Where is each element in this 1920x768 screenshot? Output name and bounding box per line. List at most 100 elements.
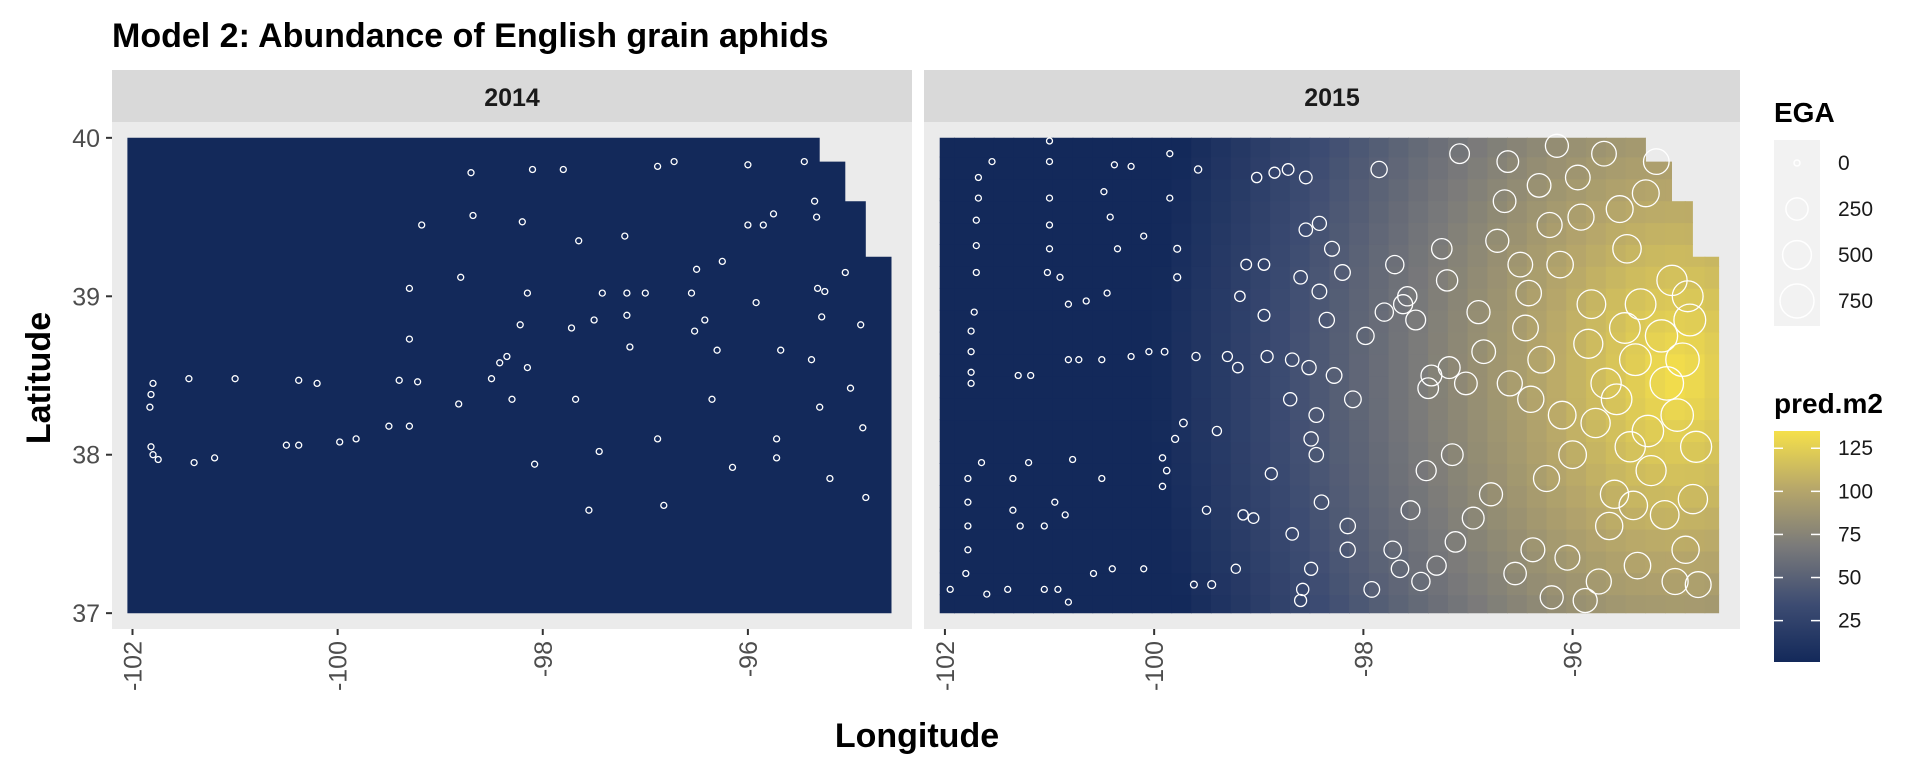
surface-tile — [1467, 222, 1489, 245]
surface-tile — [1072, 309, 1094, 333]
sample-point — [352, 435, 360, 443]
surface-tile — [1665, 222, 1686, 245]
surface-tile — [1131, 375, 1153, 399]
surface-tile — [1013, 441, 1034, 464]
sample-point — [1285, 527, 1300, 541]
surface-tile — [974, 200, 995, 224]
surface-tile — [1072, 156, 1094, 180]
sample-point — [1544, 133, 1570, 158]
sample-point — [523, 363, 532, 372]
surface-tile — [1507, 266, 1528, 289]
surface-tile — [1388, 397, 1410, 421]
sample-point — [1449, 143, 1471, 165]
color-bar-label: 100 — [1838, 480, 1873, 503]
surface-tile — [1151, 309, 1173, 333]
surface-tile — [1112, 156, 1133, 180]
sample-point — [623, 311, 631, 319]
surface-tile — [1645, 550, 1666, 574]
surface-tile — [1052, 528, 1074, 552]
sample-point — [1127, 162, 1135, 171]
sample-point — [660, 501, 668, 510]
surface-tile — [1447, 375, 1469, 399]
surface-tile — [1270, 156, 1291, 180]
surface-tile — [1191, 550, 1212, 574]
surface-tile — [1230, 463, 1252, 486]
surface-tile — [1072, 137, 1094, 158]
sample-point — [147, 443, 155, 451]
sample-point — [623, 289, 631, 297]
surface-tile — [993, 287, 1015, 311]
surface-tile — [1704, 266, 1720, 289]
surface-tile — [1250, 441, 1271, 464]
surface-tile — [1467, 287, 1489, 311]
surface-tile — [1052, 375, 1074, 399]
sample-point — [1040, 585, 1048, 594]
surface-tile — [1546, 156, 1568, 180]
surface-tile — [1309, 375, 1331, 399]
surface-tile — [1072, 550, 1094, 574]
sample-point — [1234, 290, 1246, 303]
surface-tile — [1507, 156, 1528, 180]
surface-tile — [1329, 572, 1350, 596]
sample-point — [807, 356, 816, 364]
surface-tile — [1605, 156, 1627, 180]
sample-point — [1106, 213, 1114, 221]
surface-tile — [993, 331, 1015, 355]
surface-tile — [1526, 594, 1548, 614]
surface-tile — [1625, 137, 1647, 158]
x-axis-title: Longitude — [835, 717, 999, 755]
surface-tile — [1645, 222, 1666, 245]
sample-point — [621, 232, 629, 240]
surface-tile — [1368, 353, 1390, 377]
surface-tile — [1230, 528, 1252, 552]
surface-tile — [1507, 200, 1528, 224]
sample-point — [295, 441, 303, 449]
surface-tile — [1052, 419, 1074, 442]
surface-tile — [1072, 506, 1094, 530]
surface-tile — [1191, 309, 1212, 333]
surface-tile — [1230, 331, 1252, 355]
surface-tile — [1151, 528, 1173, 552]
surface-tile — [1566, 528, 1587, 552]
sample-point — [970, 308, 978, 316]
surface-tile — [1428, 594, 1449, 614]
surface-tile — [1546, 528, 1568, 552]
sample-point — [701, 316, 709, 324]
sample-point — [1573, 328, 1604, 359]
surface-tile — [954, 137, 975, 158]
sample-point — [1193, 165, 1203, 174]
surface-tile — [1408, 375, 1429, 399]
surface-tile — [954, 244, 975, 267]
sample-point — [1599, 479, 1630, 510]
sample-point — [405, 335, 414, 343]
sample-point — [1496, 150, 1520, 174]
surface-tile — [1309, 419, 1331, 442]
surface-tile — [1033, 485, 1054, 508]
sample-point — [1040, 522, 1048, 530]
sample-point — [1308, 407, 1325, 424]
surface-tile — [1605, 266, 1627, 289]
surface-tile — [1171, 137, 1192, 158]
y-tick-label: 40 — [72, 125, 100, 153]
surface-tile — [1428, 287, 1449, 311]
surface-tile — [1131, 309, 1153, 333]
surface-tile — [1270, 485, 1291, 508]
surface-tile — [1645, 178, 1666, 202]
surface-tile — [1467, 244, 1489, 267]
surface-tile — [1092, 309, 1113, 333]
sample-point — [818, 313, 826, 321]
surface-tile — [1428, 441, 1449, 464]
surface-tile — [1171, 550, 1192, 574]
sample-point — [1343, 390, 1362, 409]
surface-tile — [1487, 331, 1508, 355]
sample-point — [1257, 258, 1271, 271]
sample-point — [1536, 211, 1563, 239]
surface-tile — [939, 550, 955, 574]
sample-point — [1075, 356, 1083, 364]
surface-tile — [1526, 397, 1548, 421]
surface-tile — [1230, 178, 1252, 202]
surface-tile — [1013, 287, 1034, 311]
surface-tile — [1566, 309, 1587, 333]
surface-tile — [1151, 397, 1173, 421]
surface-tile — [1033, 309, 1054, 333]
